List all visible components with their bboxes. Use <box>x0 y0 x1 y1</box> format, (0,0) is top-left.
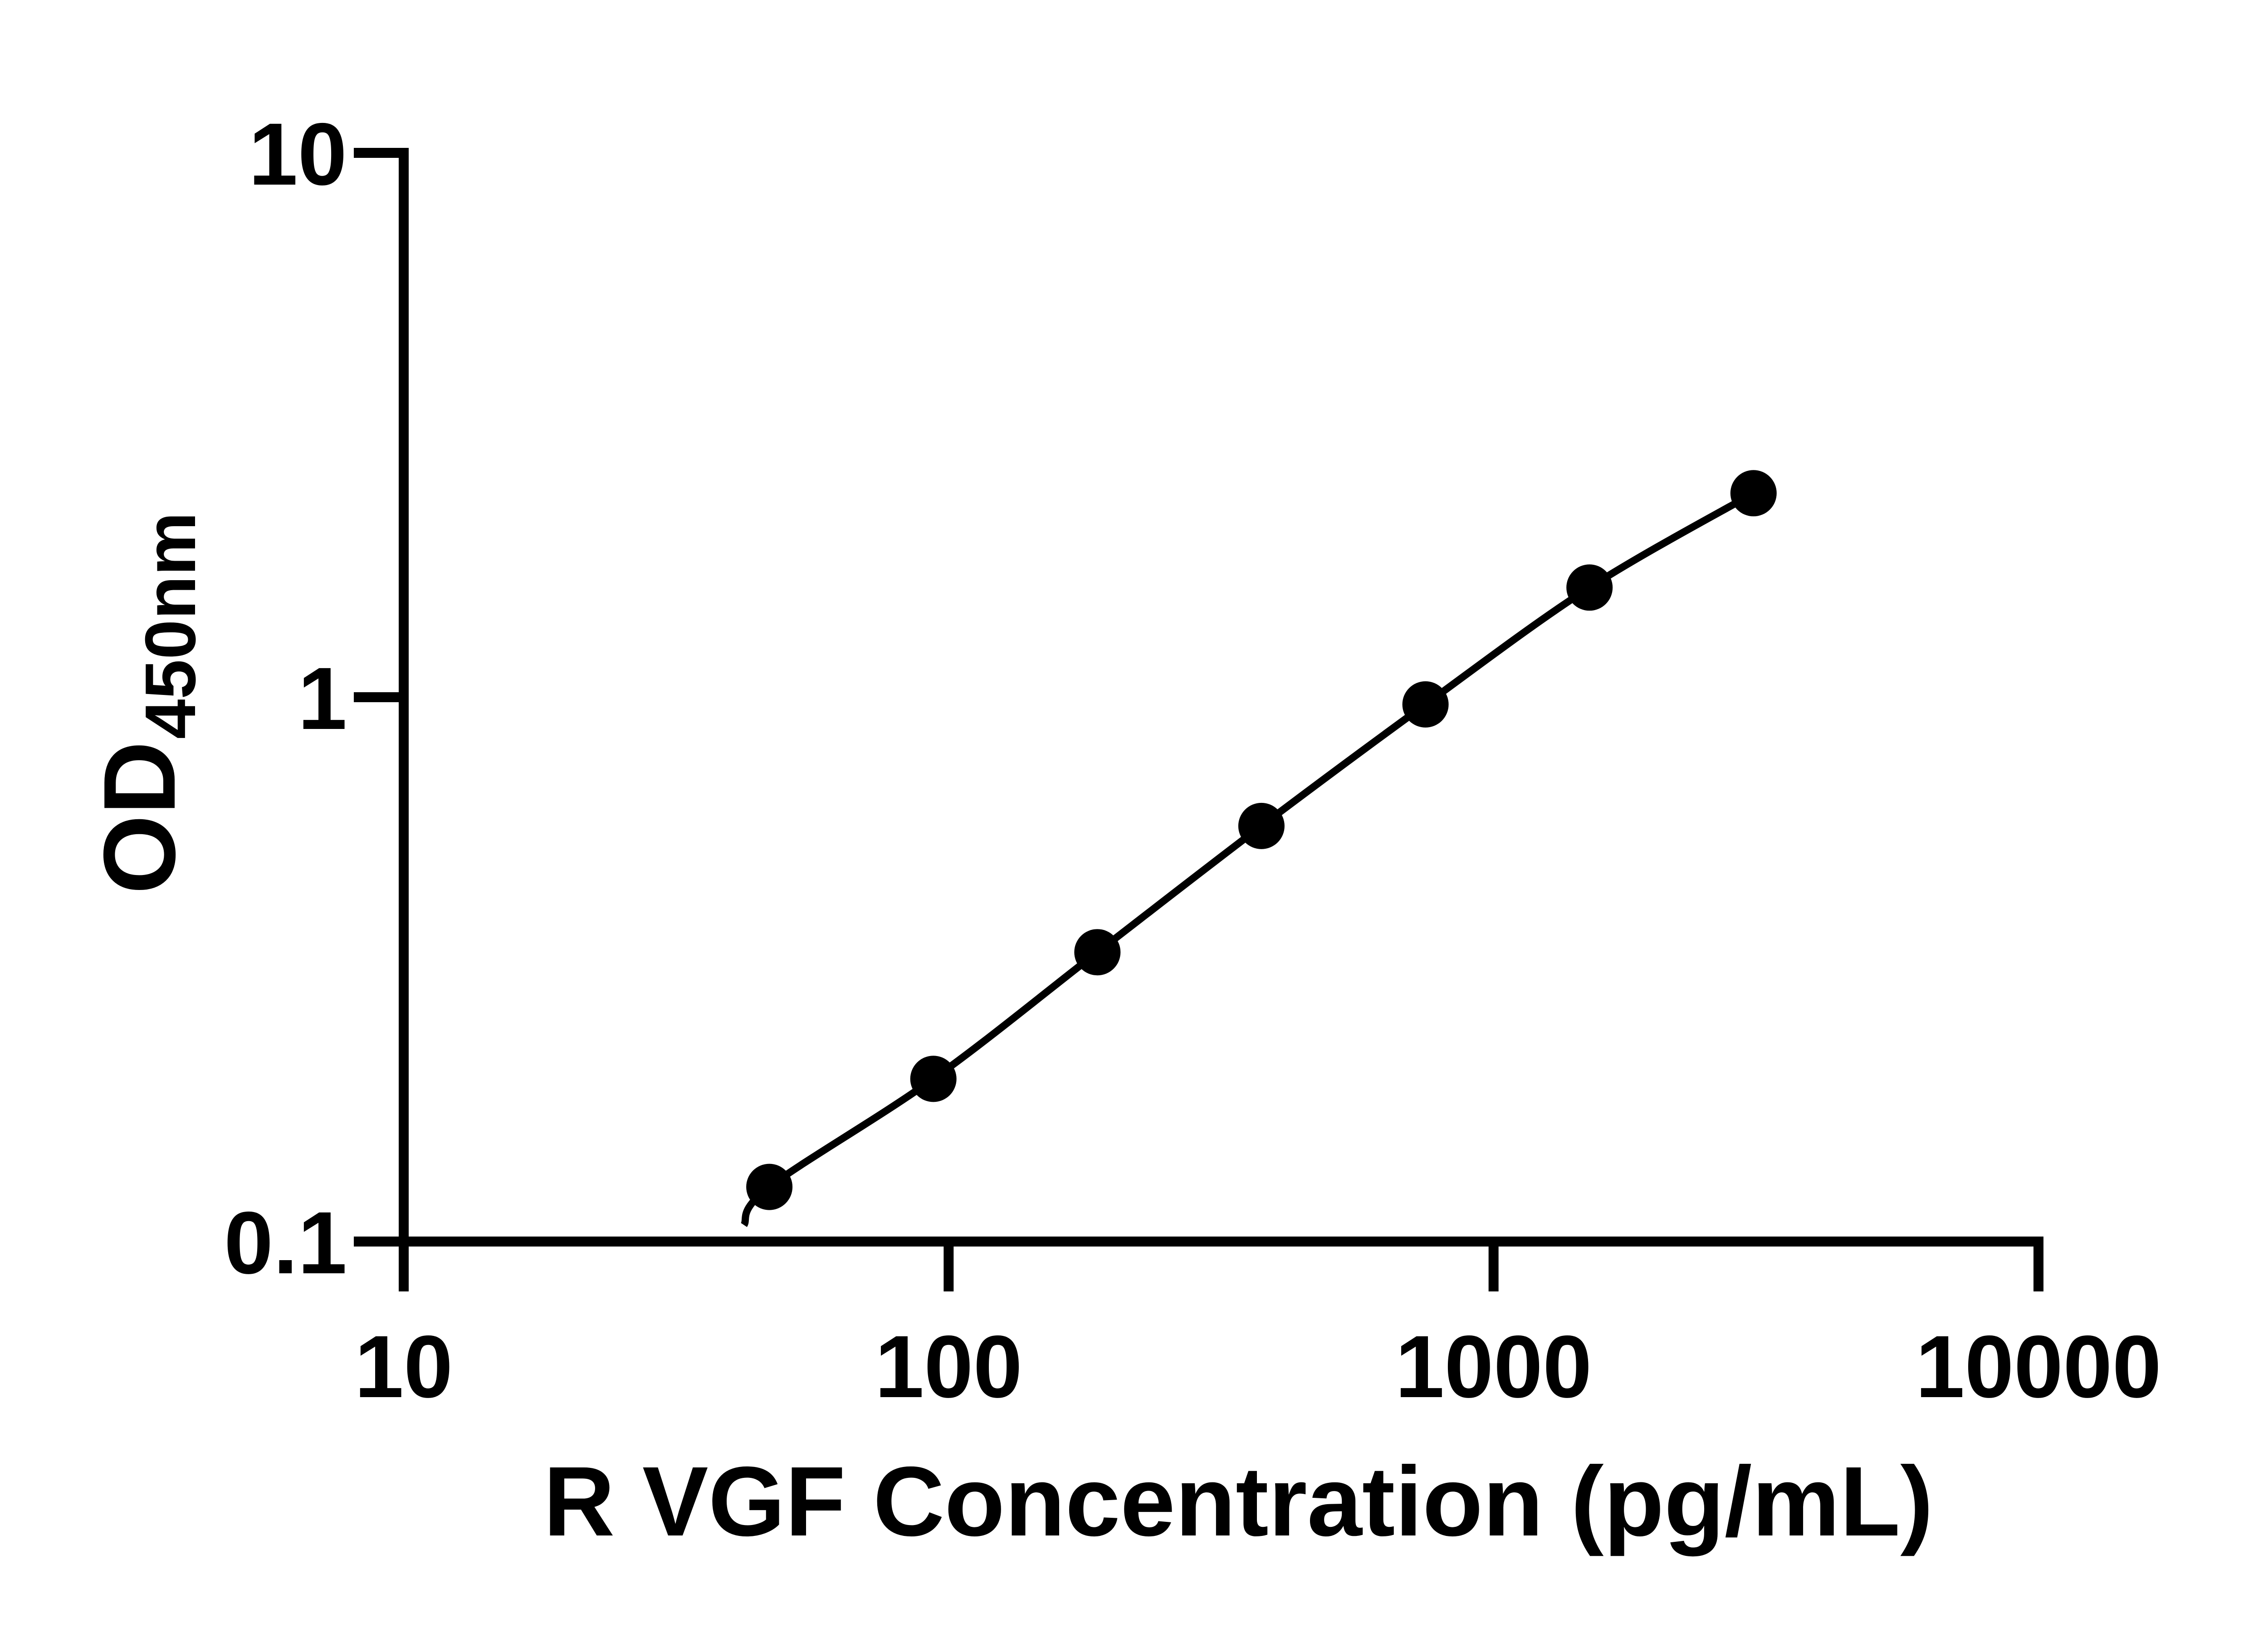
y-tick-label: 1 <box>298 649 347 748</box>
x-tick-label: 100 <box>875 1317 1022 1416</box>
y-axis-title-subscript: 450nm <box>131 512 210 739</box>
y-axis-title-main: OD <box>82 741 196 895</box>
plot-area <box>740 470 1777 1227</box>
x-tick-label: 10 <box>355 1317 453 1416</box>
y-tick-label: 10 <box>249 105 347 204</box>
y-tick-label: 0.1 <box>224 1193 347 1292</box>
data-point <box>910 1056 957 1102</box>
data-point <box>1074 929 1121 976</box>
x-tick-label: 10000 <box>1916 1317 2161 1416</box>
data-point <box>1402 681 1449 728</box>
data-point <box>1238 802 1285 849</box>
x-tick-label: 1000 <box>1395 1317 1592 1416</box>
x-axis-title: R VGF Concentration (pg/mL) <box>543 1447 1933 1557</box>
data-point <box>746 1164 793 1210</box>
axes <box>354 148 2043 1291</box>
tick-labels: 10 100 1000 10000 0.1 1 10 <box>224 105 2161 1416</box>
y-axis-title: OD 450nm <box>82 512 210 895</box>
data-point <box>1566 564 1613 611</box>
data-point <box>1730 470 1777 517</box>
